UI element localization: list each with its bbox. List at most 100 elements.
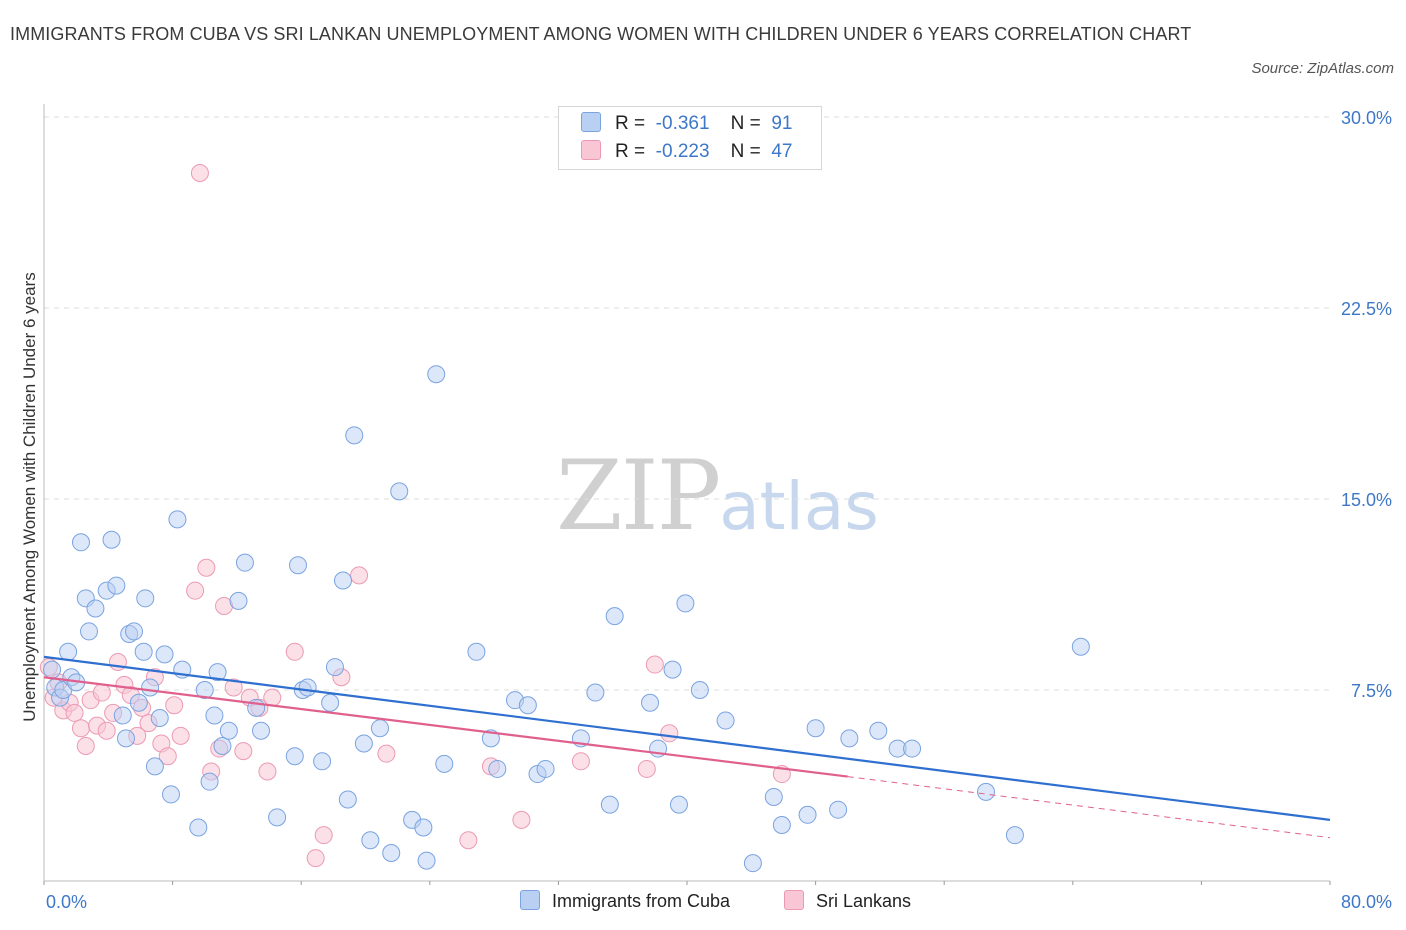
cuba-point [136,589,155,608]
cuba-point [80,622,99,641]
y-tick-label: 22.5% [1341,299,1392,319]
sri-trend-line [43,676,848,778]
sri-trend-extension [847,776,1331,839]
cuba-point [86,599,105,618]
cuba-point [903,739,922,758]
cuba-trend-line [43,655,1331,821]
sri-point [71,719,90,738]
cuba-point [268,808,287,827]
cuba-point [641,693,660,712]
cuba-point [600,795,619,814]
bottom-legend-sri: Sri Lankans [784,890,911,912]
sri-point [350,566,369,585]
cuba-point [141,678,160,697]
cuba-point [467,642,486,661]
watermark-atlas: atlas [719,468,879,545]
sri-point [224,678,243,697]
legend-r-label: R = [615,141,646,162]
watermark-zip: ZIP [556,440,721,552]
sri-point [459,831,478,850]
cuba-point [414,818,433,837]
y-tick-label: 30.0% [1341,108,1392,128]
chart-title: IMMIGRANTS FROM CUBA VS SRI LANKAN UNEMP… [10,24,1192,44]
sri-point [197,558,216,577]
source-label: Source: ZipAtlas.com [1251,60,1394,77]
cuba-point [586,683,605,702]
sri-point [645,655,664,674]
sri-point [171,726,190,745]
legend-row-cuba: R = -0.361 N = 91 [581,112,792,138]
correlation-legend: R = -0.361 N = 91 R = -0.223 N = 47 [558,106,822,170]
bottom-legend-swatch-cuba [520,890,540,910]
cuba-point [235,553,254,572]
cuba-point [690,681,709,699]
legend-r-label: R = [615,113,646,134]
cuba-point [716,711,735,730]
cuba-point [390,482,409,501]
bottom-legend-cuba: Immigrants from Cuba [520,890,730,912]
sri-point [76,737,95,756]
cuba-point [116,729,135,748]
legend-row-sri: R = -0.223 N = 47 [581,140,792,166]
cuba-point [129,693,148,712]
cuba-point [806,719,825,738]
sri-lankans-points [39,164,791,868]
sri-point [158,747,177,766]
legend-r-value: -0.223 [655,141,710,162]
sri-point [263,688,282,707]
sri-point [660,724,679,743]
cuba-point [59,642,78,661]
cuba-point [113,706,132,725]
cuba-point [313,752,332,771]
y-tick-label: 7.5% [1351,681,1392,701]
cuba-point [1071,637,1090,656]
cuba-point [417,851,436,870]
cuba-point [155,645,174,664]
cuba-point [195,681,214,699]
sri-point [165,696,184,715]
cuba-point [605,607,624,626]
cuba-point [102,530,121,549]
cuba-point [361,831,380,850]
watermark: ZIPatlas [556,440,879,552]
sri-point [512,810,531,829]
cuba-point [333,571,352,590]
x-tick-label: 80.0% [1341,892,1392,912]
cuba-point [125,622,144,641]
cuba-point [145,757,164,776]
sri-point [306,849,325,868]
legend-n-value: 91 [771,113,793,134]
cuba-point [427,365,446,384]
cuba-point [285,747,304,766]
sri-point [637,759,656,778]
sri-point [571,752,590,771]
cuba-point [663,660,682,679]
y-axis-label: Unemployment Among Women with Children U… [20,272,39,721]
cuba-point [298,678,317,697]
cuba-point [840,729,859,748]
cuba-point [321,693,340,712]
cuba-point [829,800,848,819]
cuba-point [325,658,344,677]
cuba-point [200,772,219,791]
cuba-point [43,660,62,679]
cuba-point [518,696,537,715]
sri-point [258,762,277,781]
legend-n-label: N = [730,141,761,162]
x-tick-label: 0.0% [46,892,87,912]
cuba-point [1005,826,1024,845]
axes [43,104,1331,885]
sri-point [285,642,304,661]
trend-lines [43,655,1331,839]
cuba-point [189,818,208,837]
cuba-point [772,815,791,834]
bottom-legend-swatch-sri [784,890,804,910]
cuba-point [481,729,500,748]
cuba-point [536,759,555,778]
cuba-point [435,754,454,773]
cuba-point [676,594,695,613]
cuba-point [370,719,389,738]
sri-point [92,683,111,702]
legend-r-value: -0.361 [655,113,710,134]
cuba-point [229,591,248,610]
